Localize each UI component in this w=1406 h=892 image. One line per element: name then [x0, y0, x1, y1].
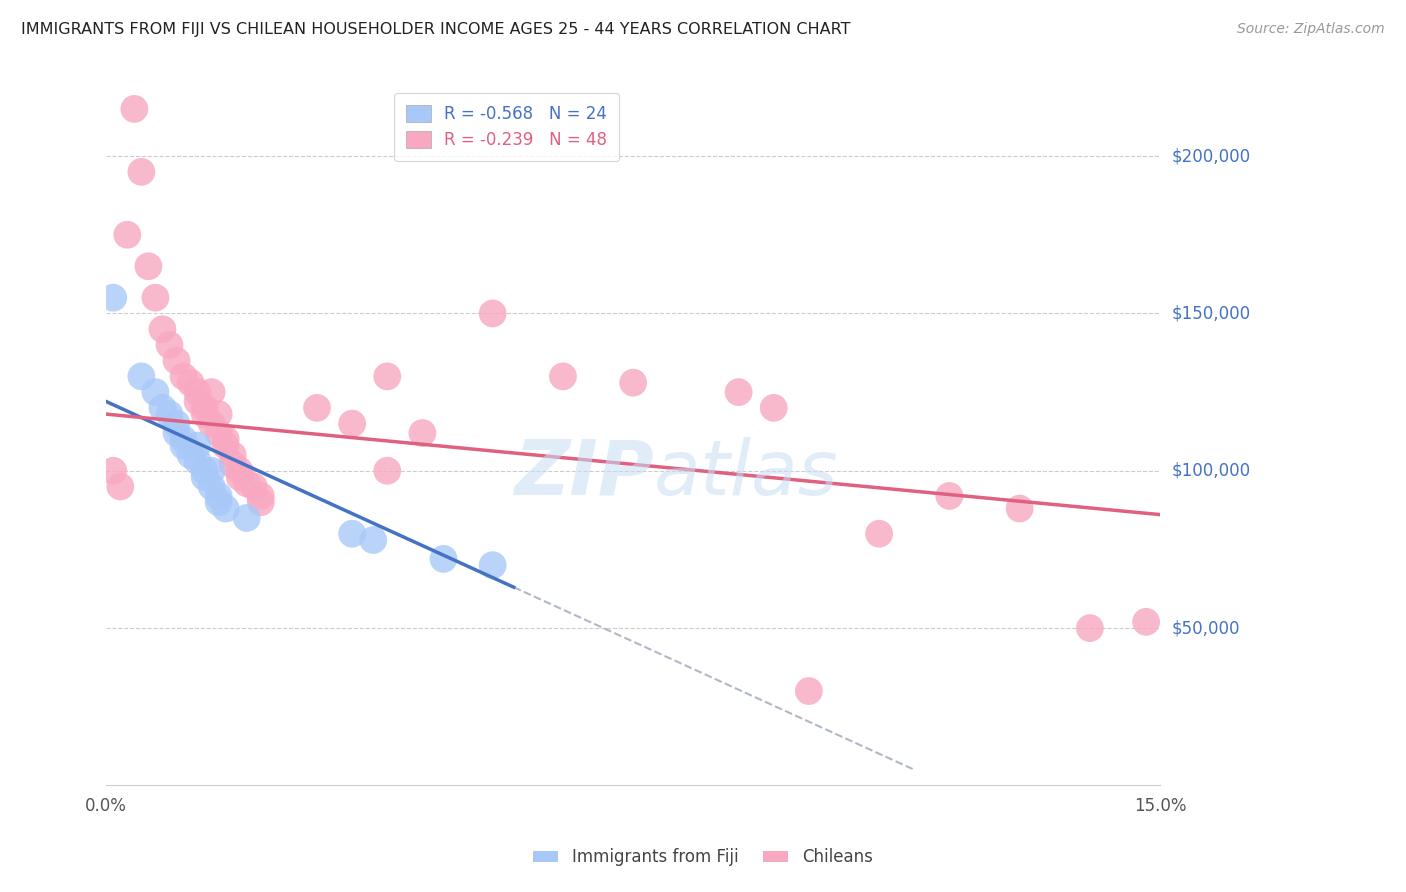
Point	[1078, 621, 1101, 635]
Point	[187, 385, 209, 400]
Point	[194, 464, 217, 478]
Point	[145, 385, 167, 400]
Point	[481, 306, 503, 320]
Point	[180, 448, 202, 462]
Text: $150,000: $150,000	[1171, 304, 1250, 322]
Point	[194, 470, 217, 484]
Point	[621, 376, 644, 390]
Point	[166, 425, 188, 440]
Point	[145, 291, 167, 305]
Point	[236, 476, 259, 491]
Point	[411, 425, 433, 440]
Point	[551, 369, 574, 384]
Point	[103, 464, 125, 478]
Point	[215, 501, 238, 516]
Point	[250, 489, 273, 503]
Point	[208, 489, 231, 503]
Point	[131, 369, 153, 384]
Point	[1135, 615, 1157, 629]
Point	[222, 448, 245, 462]
Text: $50,000: $50,000	[1171, 619, 1240, 637]
Point	[375, 369, 398, 384]
Point	[243, 479, 266, 493]
Point	[110, 479, 132, 493]
Point	[305, 401, 328, 415]
Point	[187, 394, 209, 409]
Point	[173, 439, 195, 453]
Text: Source: ZipAtlas.com: Source: ZipAtlas.com	[1237, 22, 1385, 37]
Point	[208, 425, 231, 440]
Point	[124, 102, 146, 116]
Point	[1163, 511, 1185, 525]
Point	[187, 439, 209, 453]
Point	[201, 385, 224, 400]
Text: atlas: atlas	[654, 437, 839, 511]
Point	[103, 291, 125, 305]
Point	[229, 470, 252, 484]
Point	[250, 495, 273, 509]
Point	[208, 495, 231, 509]
Point	[340, 417, 363, 431]
Point	[166, 417, 188, 431]
Point	[152, 322, 174, 336]
Point	[194, 401, 217, 415]
Point	[215, 439, 238, 453]
Point	[201, 479, 224, 493]
Point	[201, 417, 224, 431]
Point	[229, 464, 252, 478]
Point	[222, 458, 245, 472]
Point	[159, 338, 181, 352]
Point	[152, 401, 174, 415]
Legend: R = -0.568   N = 24, R = -0.239   N = 48: R = -0.568 N = 24, R = -0.239 N = 48	[395, 93, 619, 161]
Point	[361, 533, 384, 547]
Point	[236, 511, 259, 525]
Point	[481, 558, 503, 573]
Point	[797, 684, 820, 698]
Point	[340, 526, 363, 541]
Point	[166, 353, 188, 368]
Point	[159, 407, 181, 421]
Point	[138, 259, 160, 273]
Point	[432, 552, 454, 566]
Point	[131, 165, 153, 179]
Point	[208, 407, 231, 421]
Legend: Immigrants from Fiji, Chileans: Immigrants from Fiji, Chileans	[527, 842, 879, 873]
Point	[215, 433, 238, 447]
Point	[173, 369, 195, 384]
Point	[173, 433, 195, 447]
Point	[727, 385, 749, 400]
Point	[187, 454, 209, 468]
Point	[868, 526, 890, 541]
Point	[201, 464, 224, 478]
Point	[1008, 501, 1031, 516]
Text: $200,000: $200,000	[1171, 147, 1250, 165]
Point	[117, 227, 139, 242]
Point	[180, 376, 202, 390]
Text: IMMIGRANTS FROM FIJI VS CHILEAN HOUSEHOLDER INCOME AGES 25 - 44 YEARS CORRELATIO: IMMIGRANTS FROM FIJI VS CHILEAN HOUSEHOL…	[21, 22, 851, 37]
Text: ZIP: ZIP	[515, 437, 654, 511]
Point	[1184, 508, 1206, 522]
Text: $100,000: $100,000	[1171, 462, 1250, 480]
Point	[194, 407, 217, 421]
Point	[375, 464, 398, 478]
Point	[938, 489, 960, 503]
Point	[762, 401, 785, 415]
